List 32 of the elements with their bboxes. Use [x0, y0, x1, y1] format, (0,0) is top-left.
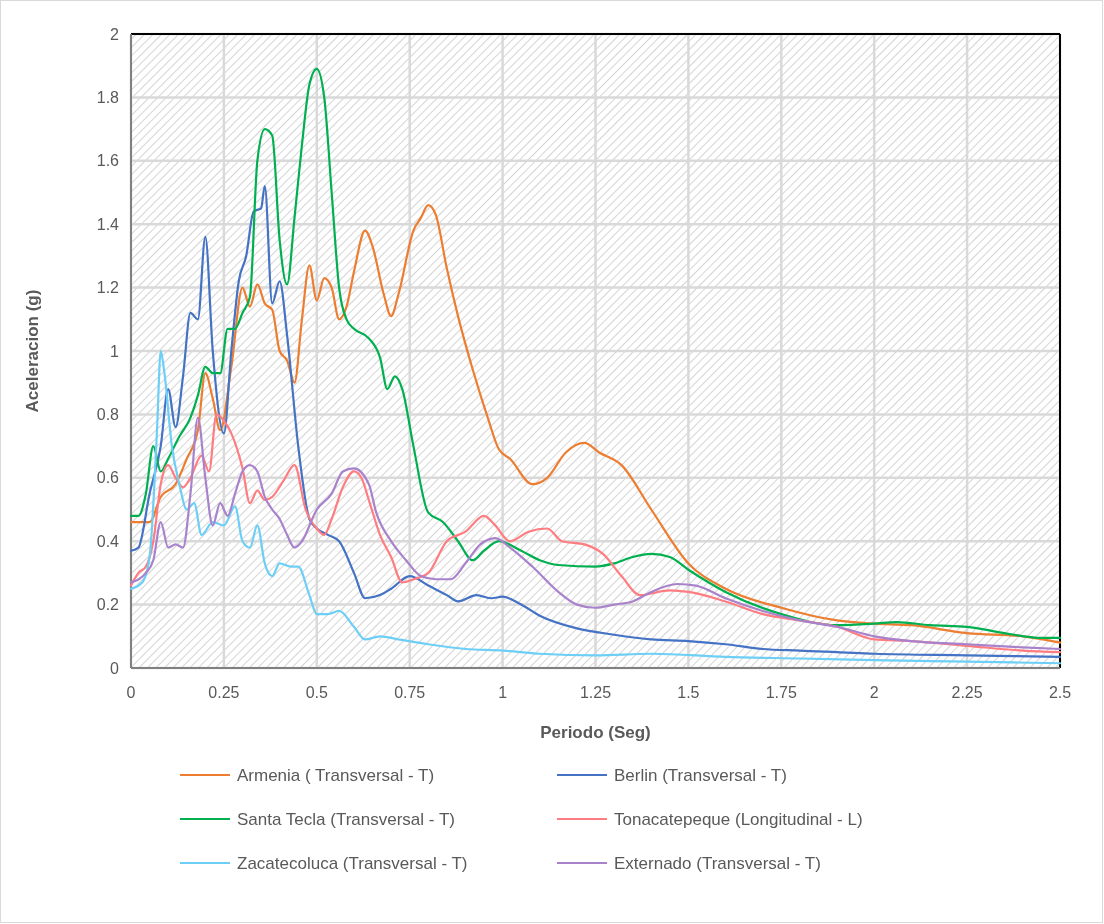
x-tick-label: 1.75 — [765, 684, 797, 701]
legend-label: Armenia ( Transversal - T) — [237, 765, 435, 785]
y-tick-label: 1.8 — [96, 89, 120, 106]
y-tick-label: 1.6 — [96, 152, 120, 170]
y-tick-label: 1.4 — [96, 215, 120, 233]
y-tick-label: 0.8 — [96, 406, 120, 423]
legend-label: Externado (Transversal - T) — [614, 853, 821, 873]
y-tick-label: 1 — [110, 342, 120, 360]
y-tick-label: 2 — [110, 25, 120, 43]
x-tick-label: 1.25 — [579, 684, 612, 701]
y-tick-label: 0.2 — [96, 596, 120, 614]
x-axis-title: Periodo (Seg) — [540, 723, 651, 742]
y-tick-label: 0.6 — [96, 469, 120, 487]
line-series — [129, 67, 1062, 639]
x-tick-label: 0 — [126, 684, 136, 701]
y-axis-title: Aceleracion (g) — [23, 289, 42, 413]
x-tick-label: 1 — [498, 684, 508, 701]
x-tick-label: 0.75 — [394, 684, 426, 701]
legend-label: Santa Tecla (Transversal - T) — [237, 809, 455, 829]
y-tick-label: 0 — [110, 659, 120, 677]
x-tick-label: 1.5 — [677, 684, 700, 701]
line-series — [129, 349, 1062, 665]
x-tick-label: 2.5 — [1048, 684, 1072, 701]
y-tick-label: 1.2 — [96, 279, 120, 297]
x-tick-label: 2 — [869, 684, 879, 701]
legend-label: Tonacatepeque (Longitudinal - L) — [614, 809, 863, 829]
x-tick-label: 0.5 — [305, 684, 329, 701]
y-tick-label: 0.4 — [96, 532, 120, 550]
legend-label: Zacatecoluca (Transversal - T) — [237, 853, 468, 873]
x-tick-label: 2.25 — [951, 684, 983, 701]
x-tick-label: 0.25 — [208, 684, 240, 701]
legend-label: Berlin (Transversal - T) — [614, 765, 787, 785]
